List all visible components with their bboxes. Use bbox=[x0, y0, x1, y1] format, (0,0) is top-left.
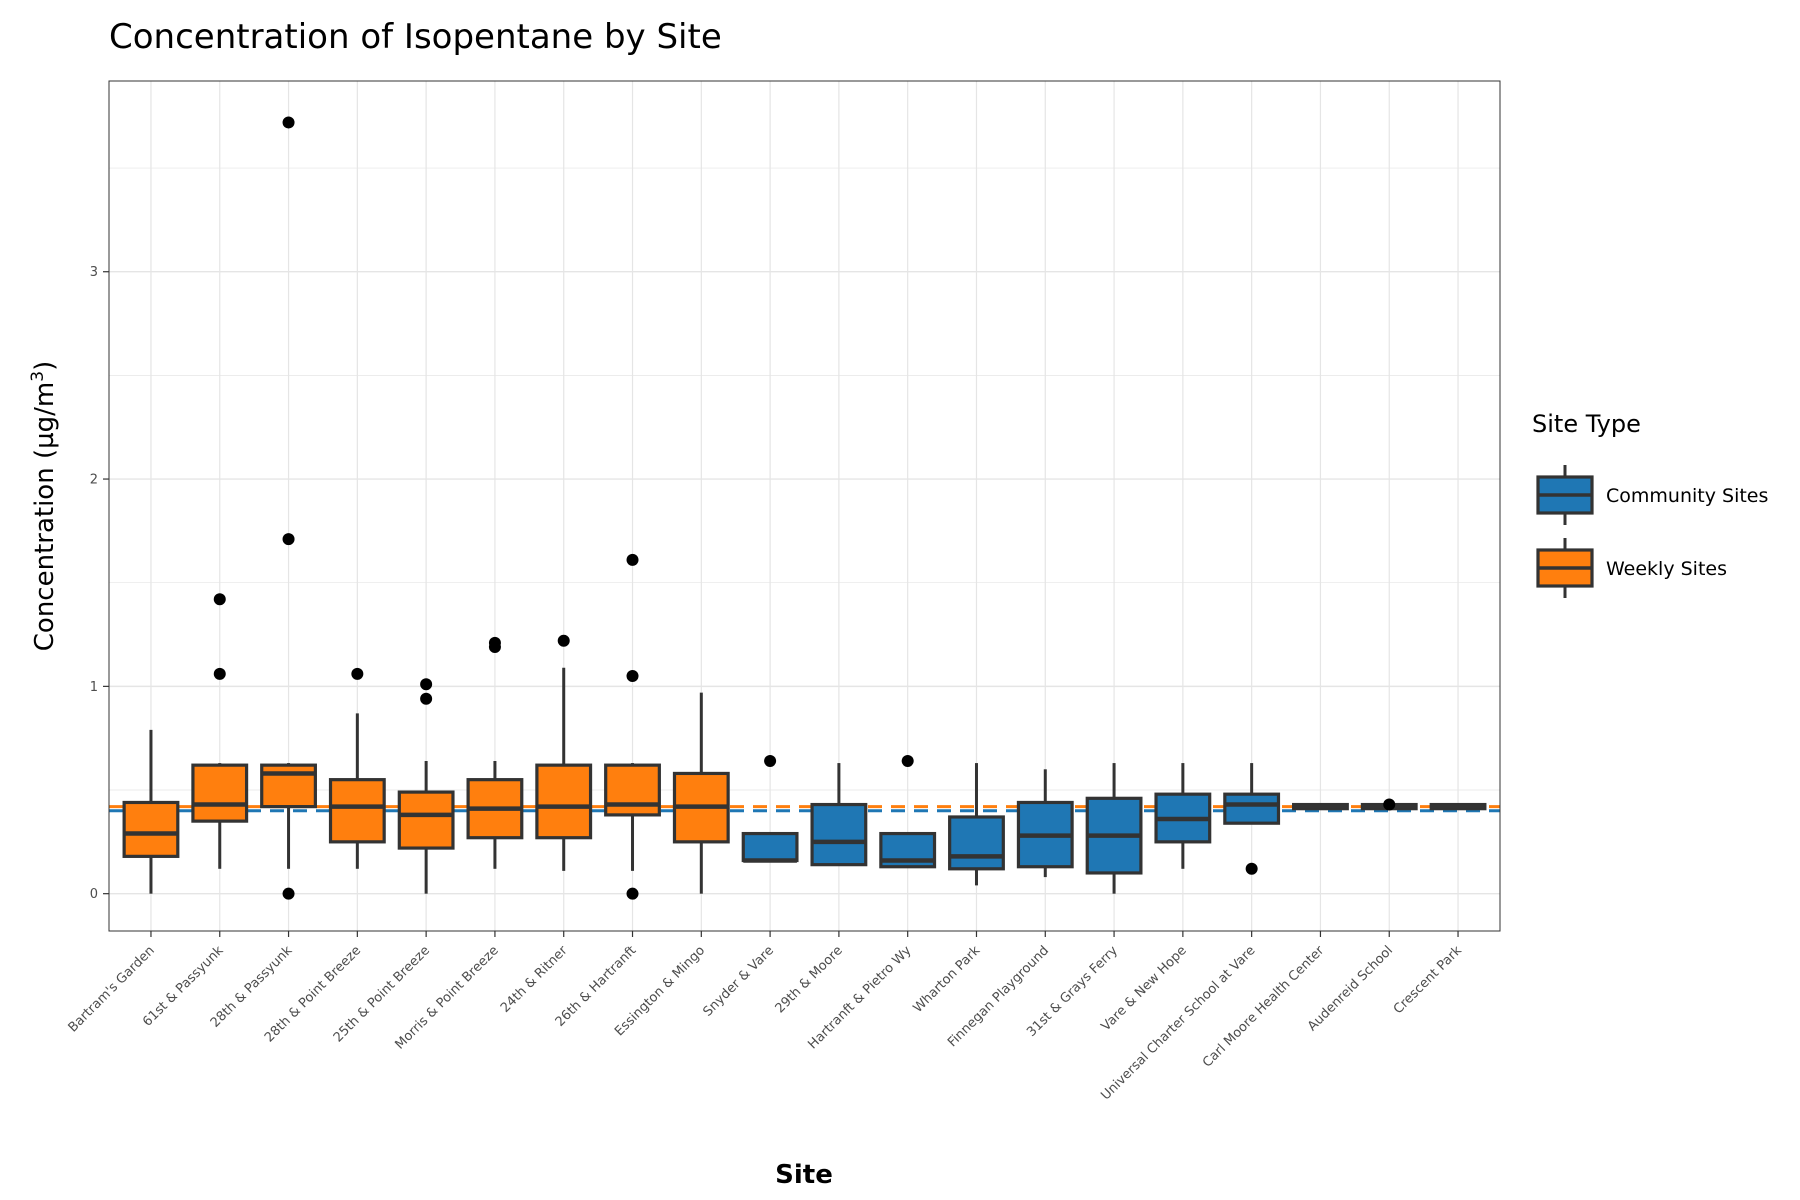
y-tick-label: 1 bbox=[90, 680, 98, 695]
plot-panel-border bbox=[108, 80, 1501, 932]
outlier-point bbox=[1245, 862, 1258, 875]
box-iqr bbox=[810, 802, 868, 867]
box-15 bbox=[1154, 763, 1212, 869]
box-7 bbox=[604, 553, 661, 900]
legend: Site Type Community Sites Weekly Sites bbox=[1532, 410, 1768, 598]
outlier-point bbox=[901, 755, 914, 767]
y-axis-title-superscript: 3 bbox=[28, 371, 48, 382]
legend-label: Weekly Sites bbox=[1606, 558, 1727, 580]
box-18 bbox=[1360, 798, 1418, 811]
x-tick-label: Snyder & Vare bbox=[700, 943, 776, 1019]
outlier-point bbox=[282, 887, 295, 900]
outlier-point bbox=[213, 593, 226, 606]
outlier-point bbox=[351, 667, 364, 680]
box-iqr bbox=[397, 790, 455, 850]
box-6 bbox=[535, 634, 593, 871]
outlier-point bbox=[282, 533, 295, 546]
y-tick-label: 2 bbox=[90, 473, 98, 488]
outlier-point bbox=[213, 667, 226, 680]
outlier-point bbox=[764, 755, 777, 767]
box-3 bbox=[328, 667, 386, 869]
y-axis-title-main: Concentration (µg/m bbox=[30, 382, 60, 651]
outlier-point bbox=[420, 692, 433, 705]
legend-label: Community Sites bbox=[1606, 485, 1768, 507]
x-tick-label: Wharton Park bbox=[911, 943, 984, 1016]
box-iqr bbox=[604, 763, 661, 817]
x-tick-label: 24th & Ritner bbox=[498, 943, 571, 1016]
box-1 bbox=[191, 593, 249, 869]
outlier-point bbox=[626, 553, 639, 566]
grid bbox=[109, 81, 1500, 931]
chart-title: Concentration of Isopentane by Site bbox=[109, 17, 722, 57]
box-iqr bbox=[122, 800, 180, 858]
outlier-point bbox=[626, 887, 639, 900]
y-axis: 0 1 2 3 bbox=[90, 265, 109, 902]
x-tick-label: Crescent Park bbox=[1391, 943, 1465, 1017]
outlier-point bbox=[488, 636, 501, 649]
outlier-point bbox=[1383, 798, 1396, 811]
box-10 bbox=[810, 763, 868, 867]
box-13 bbox=[1016, 769, 1074, 878]
box-iqr bbox=[741, 831, 799, 863]
box-iqr bbox=[1223, 792, 1281, 825]
box-5 bbox=[466, 636, 524, 869]
outlier-point bbox=[282, 116, 295, 129]
outlier-point bbox=[626, 670, 639, 682]
legend-item: Weekly Sites bbox=[1536, 538, 1727, 598]
reference-lines bbox=[109, 805, 1500, 813]
box-iqr bbox=[948, 815, 1005, 871]
box-11 bbox=[879, 755, 937, 869]
box-4 bbox=[397, 678, 455, 894]
boxes bbox=[122, 116, 1487, 900]
x-tick-label: Carl Moore Health Center bbox=[1200, 943, 1328, 1071]
box-12 bbox=[948, 763, 1005, 886]
box-16 bbox=[1223, 763, 1281, 875]
box-14 bbox=[1085, 763, 1143, 894]
box-19 bbox=[1429, 802, 1487, 811]
y-axis-title: Concentration (µg/m3) bbox=[28, 361, 60, 651]
x-tick-label: Universal Charter School at Vare bbox=[1098, 943, 1258, 1103]
legend-title: Site Type bbox=[1532, 410, 1641, 438]
x-tick-label: 29th & Moore bbox=[773, 943, 846, 1016]
outlier-point bbox=[420, 678, 433, 691]
box-iqr bbox=[328, 778, 386, 844]
legend-item: Community Sites bbox=[1536, 465, 1768, 525]
box-iqr bbox=[191, 763, 249, 823]
box-2 bbox=[260, 116, 317, 900]
box-17 bbox=[1292, 802, 1349, 811]
y-tick-label: 0 bbox=[90, 887, 98, 902]
outlier-point bbox=[557, 634, 570, 647]
box-0 bbox=[122, 729, 180, 894]
box-9 bbox=[741, 755, 799, 863]
x-axis-title: Site bbox=[775, 1160, 833, 1190]
box-8 bbox=[672, 692, 730, 894]
y-axis-title-close: ) bbox=[30, 361, 60, 371]
box-iqr bbox=[535, 763, 593, 840]
y-tick-label: 3 bbox=[90, 265, 98, 280]
